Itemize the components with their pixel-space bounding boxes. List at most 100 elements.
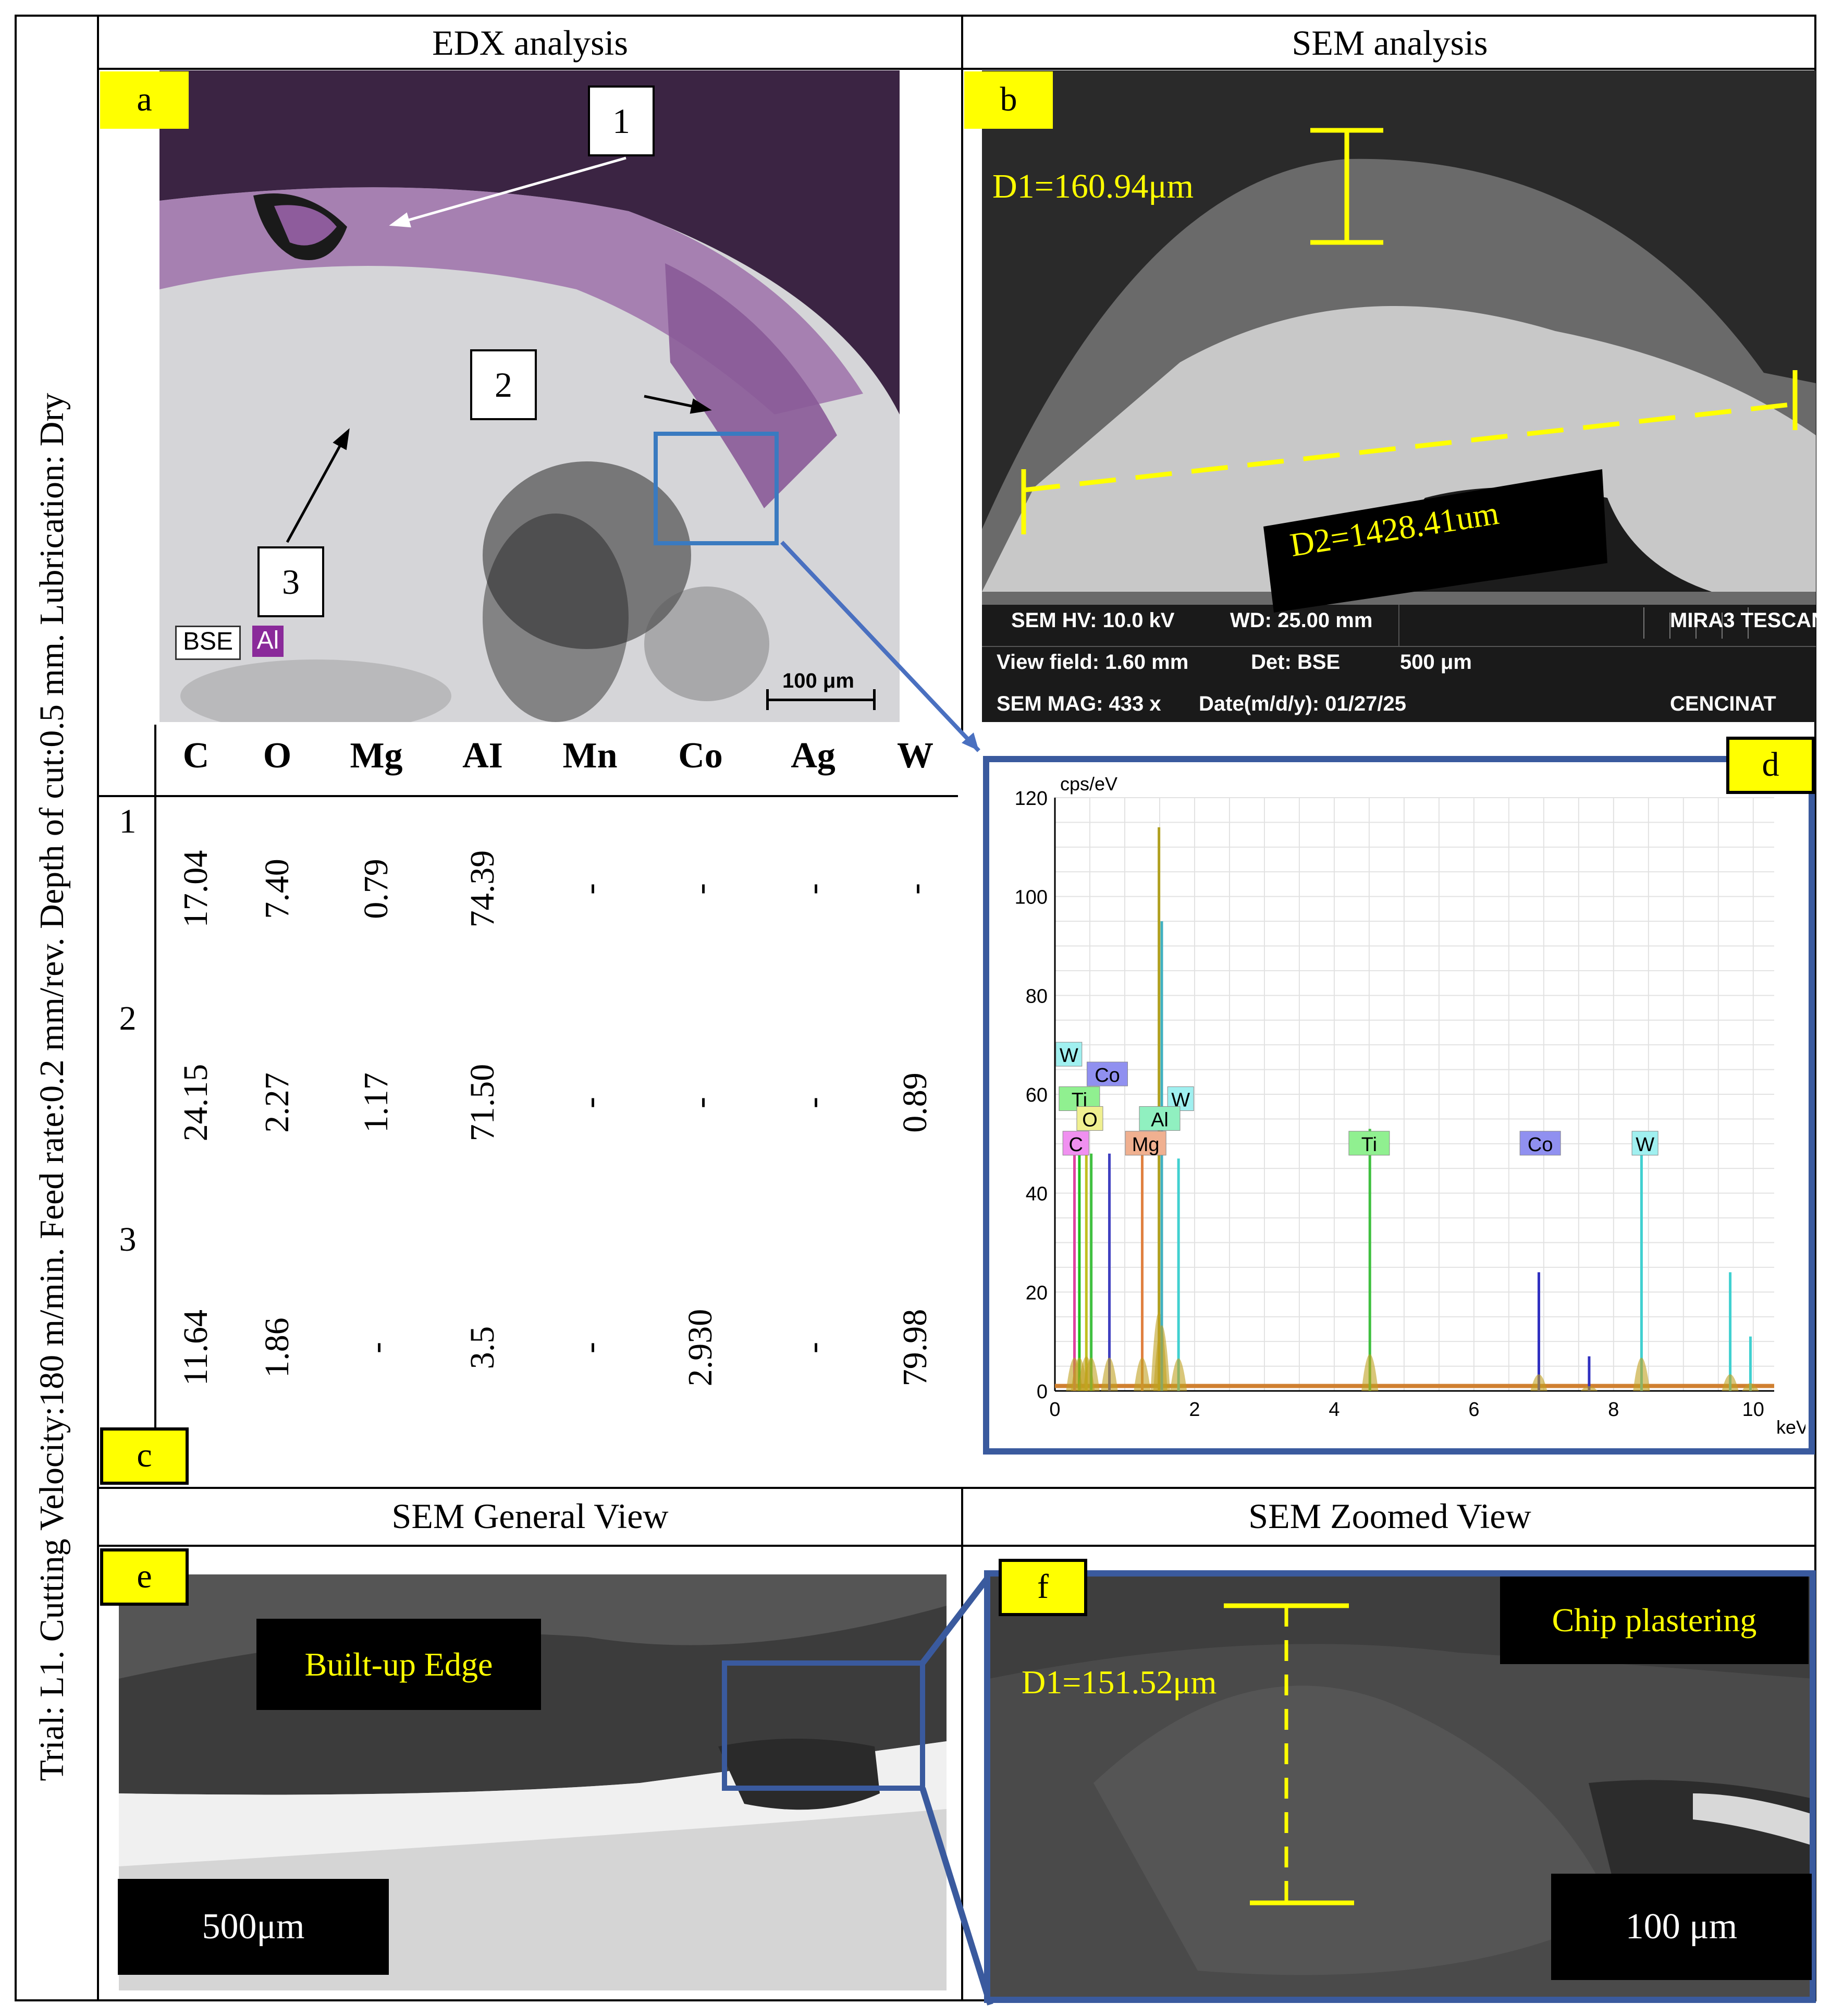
lower-center-divider — [961, 1487, 963, 2001]
table-cell: - — [571, 1342, 609, 1353]
spectrum-peak-hump — [1134, 1358, 1151, 1391]
table-cell: 0.79 — [357, 859, 395, 919]
spectrum-peak-hump — [1530, 1374, 1547, 1391]
element-tag-box — [1348, 1131, 1390, 1156]
element-tag-label: Mg — [1132, 1134, 1160, 1156]
x-tick-label: 0 — [1049, 1399, 1060, 1421]
edx-right-blank — [900, 70, 959, 722]
spectrum-peak-hump — [1170, 1358, 1187, 1391]
connector-a-d — [780, 541, 980, 752]
header-row-bottom — [97, 68, 1816, 70]
table-cell: - — [794, 883, 832, 895]
spectrum-peak-hump — [1742, 1383, 1759, 1391]
built-up-edge-label: Built-up Edge — [256, 1619, 541, 1710]
edx-arrows — [286, 156, 779, 545]
table-cell: 74.39 — [463, 850, 501, 928]
table-header-mn: Mn — [562, 736, 618, 776]
table-cell: 1.86 — [258, 1317, 296, 1378]
sem-info-mag: SEM MAG: 433 x — [997, 692, 1161, 715]
x-tick-label: 4 — [1329, 1399, 1340, 1421]
left-column-divider — [97, 15, 99, 2001]
table-cell: - — [794, 1097, 832, 1108]
table-header-c: C — [182, 736, 210, 776]
edx-left-blank — [99, 70, 159, 722]
spectrum-frame — [983, 756, 1815, 1455]
table-header-mg: Mg — [350, 736, 403, 776]
table-cell: 1.17 — [357, 1072, 395, 1133]
table-row-label: 1 — [119, 802, 137, 840]
sem-info-vf: View field: 1.60 mm — [997, 651, 1189, 674]
spectrum-peak-hump — [1722, 1374, 1739, 1391]
edx-scale-tick-left — [766, 689, 769, 710]
table-header-line — [99, 795, 958, 797]
y-tick-label: 60 — [1026, 1084, 1048, 1106]
element-tag-box — [1631, 1131, 1658, 1156]
table-cell: - — [681, 883, 719, 895]
y-tick-label: 100 — [1015, 887, 1048, 909]
table-left-border — [154, 725, 156, 1428]
table-header-w: W — [897, 736, 933, 776]
table-cell: 2.27 — [258, 1072, 296, 1133]
zoomed-scale-label: 100 μm — [1551, 1874, 1812, 1980]
chip-plastering-label: Chip plastering — [1500, 1577, 1809, 1664]
y-tick-label: 80 — [1026, 985, 1048, 1007]
x-tick-label: 8 — [1608, 1399, 1619, 1421]
element-tag-box — [1055, 1042, 1083, 1067]
x-tick-label: 6 — [1468, 1399, 1479, 1421]
element-tag-label: Co — [1528, 1134, 1553, 1156]
table-cell: 79.98 — [896, 1309, 934, 1387]
table-cell: 7.40 — [258, 859, 296, 919]
general-scale-label: 500μm — [118, 1879, 389, 1975]
x-axis-label: keV — [1776, 1416, 1805, 1438]
sem-info-wd: WD: 25.00 mm — [1230, 609, 1373, 632]
table-cell: - — [681, 1097, 719, 1108]
edx-spectrum-chart: 0 20 40 60 80 100 120 0 2 4 6 8 10 cps/eV keV W Co Ti W O Al… — [1015, 773, 1805, 1438]
spectrum-peak-hump — [1633, 1358, 1650, 1391]
table-cell: 11.64 — [177, 1309, 215, 1386]
panel-label-f: f — [999, 1559, 1087, 1616]
lower-header-bottom — [97, 1545, 1816, 1547]
table-row-label: 2 — [119, 999, 137, 1037]
table-cell: 0.89 — [896, 1072, 934, 1133]
header-general: SEM General View — [391, 1496, 669, 1536]
spectrum-peak-hump — [1361, 1354, 1379, 1391]
element-tag-label: C — [1068, 1134, 1083, 1156]
al-tag: Al — [252, 626, 284, 657]
panel-label-a: a — [100, 71, 189, 129]
zoomed-d1-label: D1=151.52μm — [1022, 1664, 1217, 1701]
panel-label-b: b — [964, 71, 1053, 129]
edx-map-image — [159, 70, 900, 722]
header-zoomed: SEM Zoomed View — [1248, 1496, 1531, 1536]
marker-2: 2 — [470, 349, 537, 420]
element-tag-box — [1139, 1106, 1181, 1131]
edx-scale-label: 100 μm — [782, 669, 854, 692]
table-cell: 2.930 — [681, 1309, 719, 1387]
table-cell: - — [571, 1097, 609, 1108]
sem-image — [982, 70, 1816, 722]
element-tag-label: O — [1082, 1109, 1098, 1131]
y-tick-label: 0 — [1037, 1381, 1048, 1403]
table-cell: - — [357, 1342, 395, 1353]
sem-right-blank — [963, 70, 982, 722]
edx-scale-bar — [766, 699, 876, 701]
sem-info-scale: 500 μm — [1400, 651, 1472, 674]
panel-label-c: c — [100, 1427, 189, 1485]
y-tick-label: 120 — [1015, 788, 1048, 810]
sem-info-hv: SEM HV: 10.0 kV — [1011, 609, 1175, 632]
table-header-ai: AI — [462, 736, 503, 776]
outer-frame — [15, 15, 1816, 2001]
sem-info-brand: MIRA3 TESCAN — [1670, 609, 1827, 632]
table-header-co: Co — [678, 736, 723, 776]
sem-info-inst: CENCINAT — [1670, 692, 1776, 715]
sem-info-det: Det: BSE — [1251, 651, 1341, 674]
sem-d1-label: D1=160.94μm — [992, 167, 1194, 205]
table-cell: 71.50 — [463, 1064, 501, 1142]
y-axis-label: cps/eV — [1060, 773, 1117, 795]
sem-info-date: Date(m/d/y): 01/27/25 — [1199, 692, 1406, 715]
element-tag-box — [1125, 1131, 1166, 1156]
edx-scale-tick-right — [873, 689, 876, 710]
table-header-o: O — [263, 736, 292, 776]
spectrum-peak-hump — [1083, 1358, 1100, 1391]
element-tag-box — [1519, 1131, 1561, 1156]
header-sem: SEM analysis — [1292, 23, 1488, 63]
